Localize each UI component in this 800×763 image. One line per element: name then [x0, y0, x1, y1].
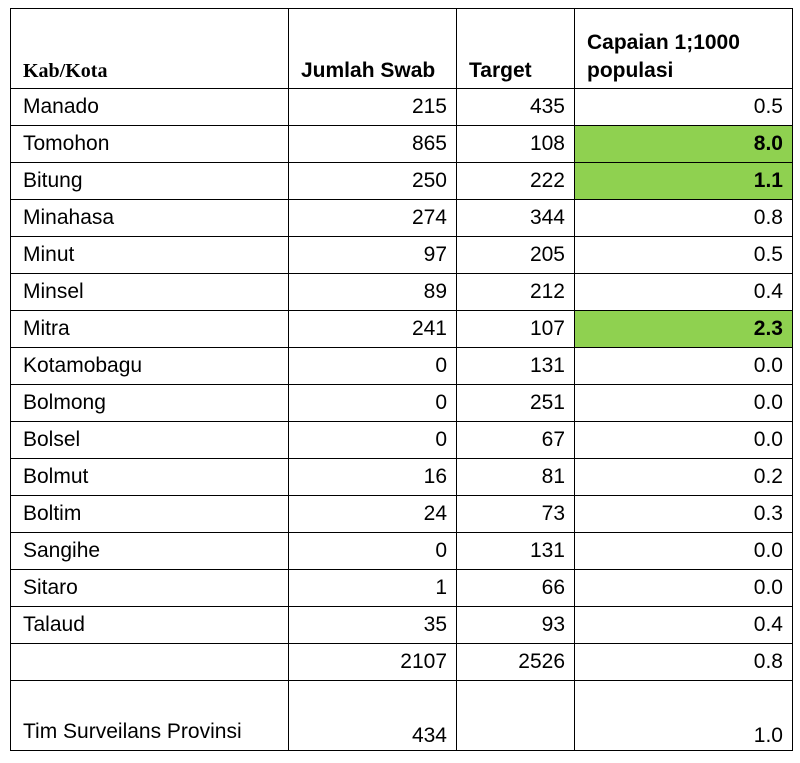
cell-swab: 250	[288, 162, 457, 200]
cell-capaian: 0.0	[574, 347, 793, 385]
table-row: Minut 97 205 0.5	[10, 236, 793, 274]
header-kab-kota: Kab/Kota	[10, 8, 289, 89]
cell-capaian: 0.5	[574, 236, 793, 274]
cell-name: Talaud	[10, 606, 289, 644]
cell-target: 66	[456, 569, 575, 607]
cell-name: Bolmong	[10, 384, 289, 422]
cell-capaian: 0.8	[574, 199, 793, 237]
table-body: Manado 215 435 0.5 Tomohon 865 108 8.0 Bitung 250…	[10, 88, 793, 751]
cell-swab: 24	[288, 495, 457, 533]
swab-table: Kab/Kota Jumlah Swab Target Capaian 1;10…	[10, 8, 793, 751]
cell-swab: 0	[288, 347, 457, 385]
cell-capaian: 0.3	[574, 495, 793, 533]
header-row: Kab/Kota Jumlah Swab Target Capaian 1;10…	[10, 8, 793, 89]
cell-target: 93	[456, 606, 575, 644]
table-row: Talaud 35 93 0.4	[10, 606, 793, 644]
cell-target: 205	[456, 236, 575, 274]
cell-target: 212	[456, 273, 575, 311]
cell-swab: 1	[288, 569, 457, 607]
table-row-total: 2107 2526 0.8	[10, 643, 793, 681]
cell-capaian: 0.0	[574, 421, 793, 459]
cell-target: 131	[456, 532, 575, 570]
cell-name: Bolsel	[10, 421, 289, 459]
cell-name: Boltim	[10, 495, 289, 533]
table-row: Minahasa 274 344 0.8	[10, 199, 793, 237]
cell-name: Minut	[10, 236, 289, 274]
cell-swab: 0	[288, 532, 457, 570]
cell-target: 108	[456, 125, 575, 163]
cell-capaian: 0.8	[574, 643, 793, 681]
cell-name: Mitra	[10, 310, 289, 348]
cell-target	[456, 680, 575, 751]
cell-target: 81	[456, 458, 575, 496]
cell-name: Bitung	[10, 162, 289, 200]
table-row: Manado 215 435 0.5	[10, 88, 793, 126]
table-row: Bitung 250 222 1.1	[10, 162, 793, 200]
table-row: Bolmut 16 81 0.2	[10, 458, 793, 496]
cell-capaian: 0.0	[574, 384, 793, 422]
swab-table-container: Kab/Kota Jumlah Swab Target Capaian 1;10…	[10, 8, 793, 751]
cell-name: Tomohon	[10, 125, 289, 163]
cell-capaian: 0.0	[574, 532, 793, 570]
cell-name	[10, 643, 289, 681]
cell-capaian: 0.0	[574, 569, 793, 607]
cell-name: Manado	[10, 88, 289, 126]
cell-swab: 434	[288, 680, 457, 751]
header-jumlah-swab: Jumlah Swab	[288, 8, 457, 89]
cell-name: Kotamobagu	[10, 347, 289, 385]
header-target: Target	[456, 8, 575, 89]
cell-name: Sitaro	[10, 569, 289, 607]
cell-name: Bolmut	[10, 458, 289, 496]
cell-capaian: 0.4	[574, 273, 793, 311]
table-row: Kotamobagu 0 131 0.0	[10, 347, 793, 385]
cell-target: 251	[456, 384, 575, 422]
cell-target: 222	[456, 162, 575, 200]
cell-capaian: 1.0	[574, 680, 793, 751]
cell-target: 107	[456, 310, 575, 348]
cell-name: Tim Surveilans Provinsi	[10, 680, 289, 751]
header-capaian: Capaian 1;1000 populasi	[574, 8, 793, 89]
cell-capaian: 2.3	[574, 310, 793, 348]
cell-target: 344	[456, 199, 575, 237]
table-row: Minsel 89 212 0.4	[10, 273, 793, 311]
cell-swab: 2107	[288, 643, 457, 681]
cell-swab: 0	[288, 421, 457, 459]
table-header: Kab/Kota Jumlah Swab Target Capaian 1;10…	[10, 8, 793, 89]
cell-target: 435	[456, 88, 575, 126]
cell-swab: 0	[288, 384, 457, 422]
table-row: Tomohon 865 108 8.0	[10, 125, 793, 163]
cell-name: Minahasa	[10, 199, 289, 237]
cell-capaian: 8.0	[574, 125, 793, 163]
cell-capaian: 0.5	[574, 88, 793, 126]
cell-capaian: 0.4	[574, 606, 793, 644]
table-row: Bolmong 0 251 0.0	[10, 384, 793, 422]
table-row: Sangihe 0 131 0.0	[10, 532, 793, 570]
cell-capaian: 0.2	[574, 458, 793, 496]
table-row: Boltim 24 73 0.3	[10, 495, 793, 533]
table-row: Mitra 241 107 2.3	[10, 310, 793, 348]
cell-swab: 16	[288, 458, 457, 496]
cell-swab: 35	[288, 606, 457, 644]
cell-swab: 274	[288, 199, 457, 237]
cell-swab: 241	[288, 310, 457, 348]
cell-name: Sangihe	[10, 532, 289, 570]
table-row: Bolsel 0 67 0.0	[10, 421, 793, 459]
cell-capaian: 1.1	[574, 162, 793, 200]
cell-target: 73	[456, 495, 575, 533]
cell-swab: 865	[288, 125, 457, 163]
table-row-province: Tim Surveilans Provinsi 434 1.0	[10, 680, 793, 751]
cell-target: 2526	[456, 643, 575, 681]
cell-swab: 215	[288, 88, 457, 126]
cell-swab: 97	[288, 236, 457, 274]
cell-target: 131	[456, 347, 575, 385]
cell-swab: 89	[288, 273, 457, 311]
cell-name: Minsel	[10, 273, 289, 311]
cell-target: 67	[456, 421, 575, 459]
table-row: Sitaro 1 66 0.0	[10, 569, 793, 607]
